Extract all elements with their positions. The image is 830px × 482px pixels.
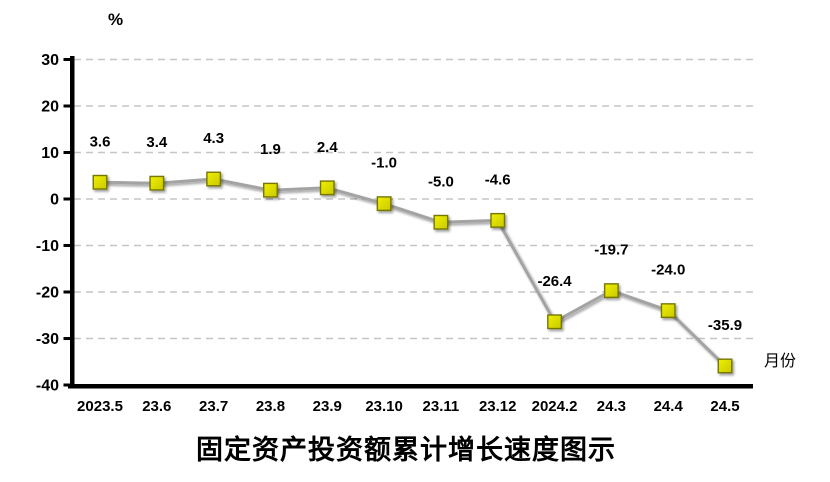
data-point-marker (376, 196, 392, 212)
x-tick-label: 23.12 (479, 398, 517, 415)
data-point-label: -26.4 (537, 273, 572, 290)
data-point-marker (717, 358, 733, 374)
data-point-label: 3.4 (146, 134, 168, 151)
x-tick-label: 24.5 (710, 398, 739, 415)
data-point-marker (149, 175, 165, 191)
y-tick (63, 58, 72, 61)
x-axis-title: 月份 (764, 353, 797, 370)
chart-title: 固定资产投资额累计增长速度图示 (196, 435, 616, 466)
x-tick-label: 2023.5 (77, 398, 123, 415)
data-point-label: -35.9 (708, 317, 742, 334)
y-tick-label: -30 (36, 331, 59, 348)
y-tick-label: 0 (50, 192, 59, 209)
x-tick-label: 24.3 (597, 398, 626, 415)
x-tick-label: 23.7 (199, 398, 228, 415)
y-tick-label: -10 (36, 238, 59, 255)
data-point-marker (206, 171, 222, 187)
data-point-label: -19.7 (594, 242, 628, 259)
series-line (98, 177, 727, 368)
y-tick (63, 337, 72, 340)
y-tick (63, 197, 72, 201)
data-point-marker (319, 180, 335, 196)
y-tick (63, 383, 72, 387)
data-point-marker (490, 212, 506, 228)
data-point-marker (92, 174, 108, 190)
data-point-marker (603, 283, 619, 299)
x-tick-label: 23.8 (256, 398, 285, 415)
y-tick-label: -40 (36, 378, 59, 395)
data-point-marker (263, 182, 278, 198)
y-axis-line (70, 56, 75, 389)
data-point-marker (433, 214, 449, 230)
y-tick-label: 10 (41, 145, 59, 162)
y-tick (63, 244, 72, 247)
data-point-label: -24.0 (651, 262, 685, 279)
data-point-label: -4.6 (485, 171, 511, 188)
y-tick (63, 151, 72, 154)
x-tick-label: 23.6 (142, 398, 171, 415)
x-tick-label: 23.10 (365, 398, 403, 415)
y-tick (63, 104, 72, 108)
data-point-label: 3.6 (90, 133, 111, 150)
data-point-label: 2.4 (317, 139, 339, 156)
x-tick-label: 24.4 (654, 398, 684, 415)
x-axis-line (68, 384, 753, 389)
data-point-label: 1.9 (260, 141, 281, 158)
y-tick-label: 30 (41, 52, 59, 69)
data-point-marker (547, 314, 563, 330)
data-point-label: -5.0 (428, 173, 454, 190)
x-tick-label: 23.9 (313, 398, 342, 415)
x-tick-label: 23.11 (423, 398, 460, 415)
data-point-label: 4.3 (203, 130, 224, 147)
y-axis-unit-label: % (108, 10, 124, 29)
y-tick-label: 20 (41, 99, 59, 116)
data-point-marker (660, 303, 676, 319)
x-tick-label: 2024.2 (532, 398, 578, 415)
y-tick (63, 290, 72, 294)
y-tick-label: -20 (36, 285, 59, 302)
data-point-label: -1.0 (371, 155, 397, 172)
